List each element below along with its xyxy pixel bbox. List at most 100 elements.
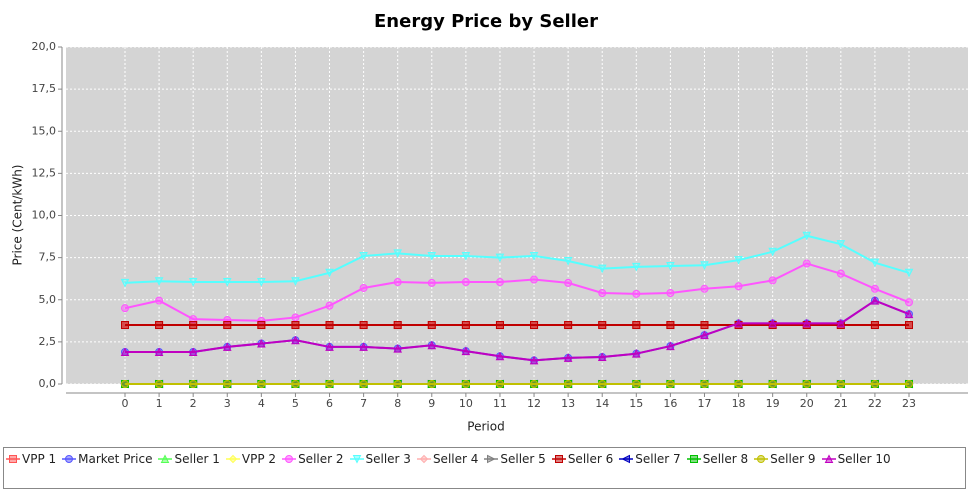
marker [905,321,913,330]
legend-label: Seller 3 [365,452,411,466]
legend-icon [551,455,566,463]
marker [836,240,846,249]
y-tick-label: 20,0 [32,40,57,53]
y-tick-label: 5,0 [39,293,57,306]
marker [802,231,812,241]
x-tick-label: 10 [459,397,473,410]
marker [427,278,436,287]
marker [325,380,334,388]
marker [120,347,130,356]
legend-item: Seller 5 [484,450,546,468]
y-tick-label: 2,5 [39,335,57,348]
x-tick-label: 21 [834,397,848,410]
legend-icon [686,455,701,463]
marker [65,455,74,463]
legend-item: Seller 9 [754,450,816,468]
marker [155,321,164,330]
legend-item: Seller 8 [686,450,749,468]
marker [495,253,505,263]
marker [666,289,675,298]
legend-label: Seller 9 [770,452,816,466]
x-axis-label: Period [467,420,504,434]
marker [802,380,811,388]
marker [161,454,170,463]
marker [564,380,573,388]
legend-item: Market Price [62,450,152,468]
legend-icon [754,455,769,463]
marker [666,380,675,388]
marker [427,321,436,330]
marker [666,321,675,330]
marker [598,380,607,388]
marker [461,346,471,356]
marker [700,321,709,330]
legend-label: Seller 2 [298,452,344,466]
marker [9,455,17,463]
legend-icon [282,455,297,463]
legend-label: Seller 1 [174,452,220,466]
marker [291,277,300,286]
marker [461,278,470,287]
chart-title: Energy Price by Seller [374,11,598,32]
marker [427,380,436,388]
marker [904,268,914,278]
series-line [125,299,910,362]
x-tick-label: 8 [394,397,401,410]
marker [352,455,361,464]
marker [734,318,743,328]
marker [393,321,402,330]
marker [393,380,402,388]
legend-icon [484,454,499,464]
legend-label: Seller 8 [702,452,749,466]
x-tick-label: 23 [902,397,916,410]
marker [632,380,641,388]
x-tick-label: 5 [292,397,299,410]
marker [155,380,164,388]
marker [598,289,607,298]
marker [836,269,845,278]
x-tick-label: 12 [527,397,541,410]
legend: VPP 1 Market Price Seller 1 VPP 2 Seller 2 Se… [3,447,966,489]
marker [359,380,368,388]
marker [757,455,766,463]
marker [632,289,641,298]
x-tick-label: 9 [428,397,435,410]
legend-label: VPP 1 [22,452,57,466]
legend-label: Seller 4 [432,452,479,466]
y-tick-label: 12,5 [32,166,57,179]
marker [495,380,504,388]
legend-icon [349,455,364,464]
marker [870,295,880,305]
legend-label: Seller 10 [837,452,891,466]
marker [530,275,539,284]
marker [223,380,232,388]
marker [700,380,709,388]
marker [120,278,130,288]
series-line [124,262,910,322]
marker [393,278,402,287]
legend-item: Seller 10 [821,450,891,468]
marker [666,341,675,351]
y-tick-label: 17,5 [32,82,57,95]
marker [768,318,777,328]
x-tick-label: 20 [800,397,814,410]
marker [359,321,368,330]
marker [325,342,334,351]
marker [257,380,266,388]
marker [530,321,539,330]
chart: Energy Price by Seller Period Price (Cen… [11,11,968,434]
marker [427,251,437,261]
marker [563,353,573,362]
marker [487,454,496,464]
marker [325,321,334,330]
marker [621,454,631,464]
marker [291,335,300,345]
x-tick-label: 2 [190,397,197,410]
marker [631,262,641,272]
marker [870,258,880,268]
marker [155,296,164,305]
marker [802,318,812,328]
marker [870,380,879,388]
marker [666,262,675,271]
